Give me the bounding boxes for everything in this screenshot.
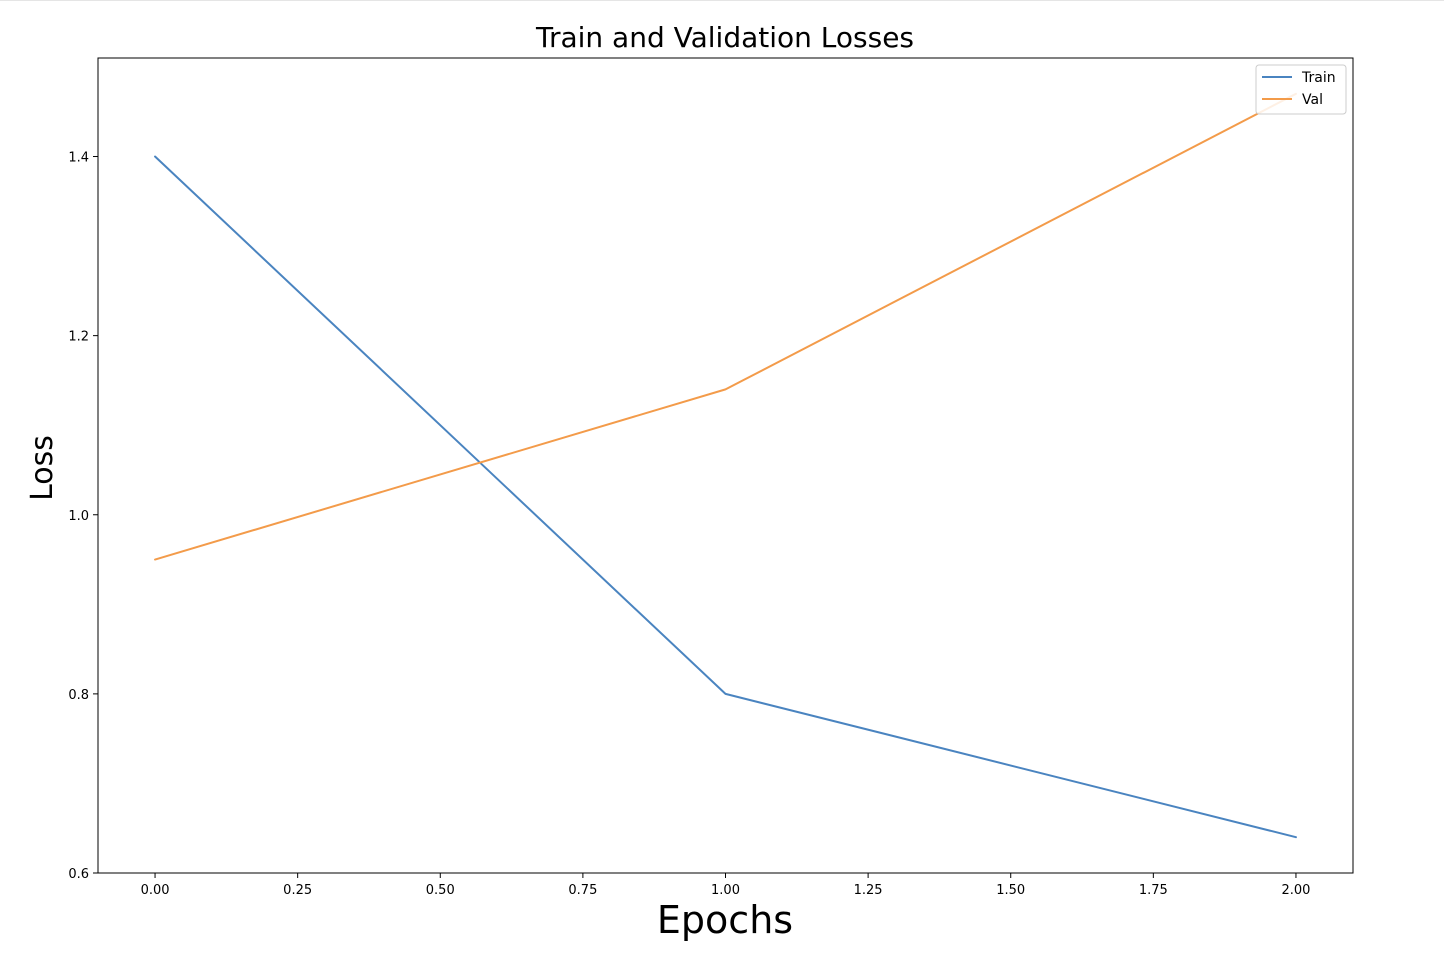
y-tick-label: 0.6 [68, 867, 89, 882]
y-tick-label: 0.8 [68, 688, 89, 703]
series-line-val [154, 92, 1297, 561]
x-tick-label: 1.50 [996, 883, 1025, 898]
series-layer [154, 92, 1297, 839]
series-line-train [154, 155, 1297, 839]
x-tick-label: 0.50 [426, 883, 455, 898]
x-tick-label: 1.25 [854, 883, 883, 898]
x-axis-label: Epochs [657, 898, 793, 942]
y-axis-ticks: 0.6 0.8 1.0 1.2 1.4 [68, 151, 98, 882]
legend: Train Val [1255, 64, 1347, 115]
x-tick-label: 0.75 [568, 883, 597, 898]
top-border [0, 0, 1444, 1]
x-tick-label: 1.75 [1139, 883, 1168, 898]
y-tick-label: 1.2 [68, 330, 89, 345]
y-axis-label: Loss [25, 435, 60, 501]
x-axis-ticks: 0.00 0.25 0.50 0.75 1.00 1.25 1.50 1.75 2.00 [141, 873, 1310, 898]
legend-label-val: Val [1302, 92, 1323, 108]
x-tick-label: 0.00 [141, 883, 170, 898]
plot-area-frame [97, 57, 1354, 874]
y-tick-label: 1.4 [68, 151, 89, 166]
chart-title: Train and Validation Losses [535, 21, 914, 54]
x-tick-label: 0.25 [283, 883, 312, 898]
x-tick-label: 2.00 [1281, 883, 1310, 898]
x-tick-label: 1.00 [711, 883, 740, 898]
y-tick-label: 1.0 [68, 509, 89, 524]
legend-label-train: Train [1301, 70, 1336, 86]
